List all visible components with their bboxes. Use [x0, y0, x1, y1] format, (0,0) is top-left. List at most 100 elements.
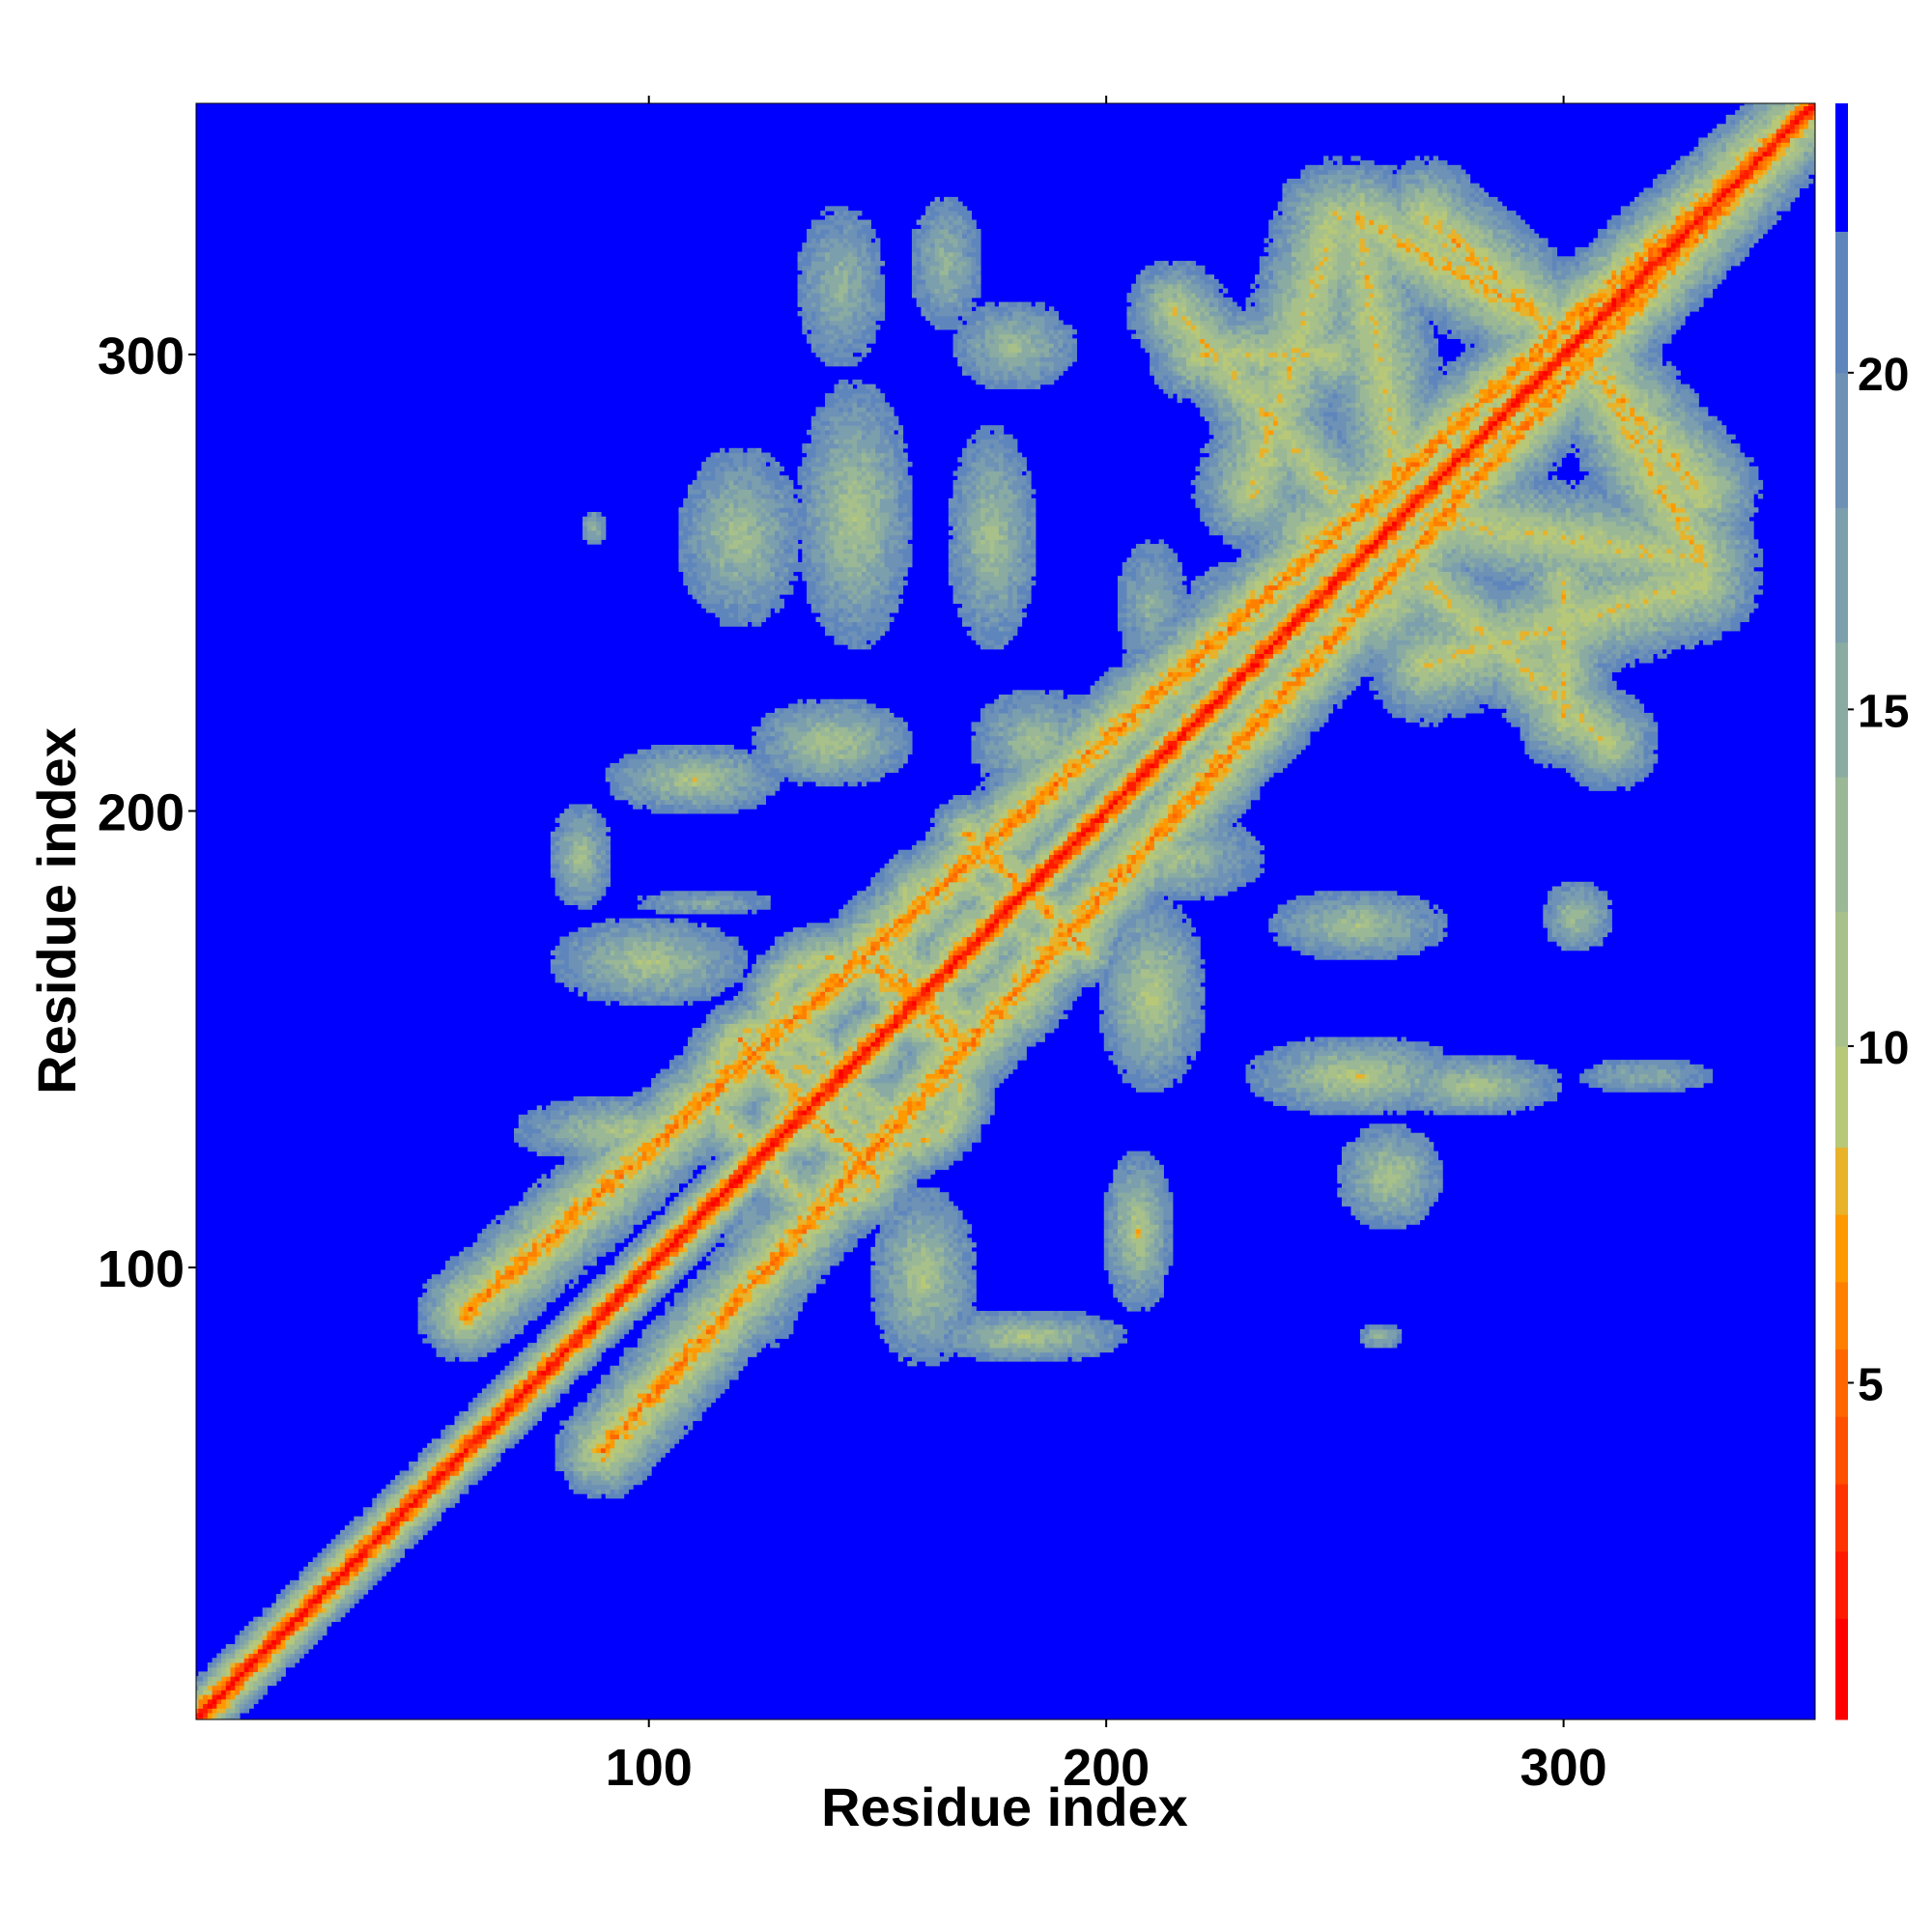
heatmap-cell — [477, 1397, 483, 1404]
heatmap-cell — [239, 1630, 245, 1636]
heatmap-cell — [586, 1324, 597, 1330]
heatmap-cell — [586, 1293, 593, 1298]
heatmap-cell — [692, 1256, 698, 1262]
heatmap-cell — [673, 1306, 689, 1312]
heatmap-cell — [641, 1438, 652, 1444]
heatmap-cell — [673, 1214, 680, 1221]
heatmap-cell — [472, 1306, 478, 1312]
heatmap-cell — [646, 1415, 652, 1422]
heatmap-cell — [509, 1415, 515, 1422]
heatmap-cell — [897, 1351, 904, 1357]
heatmap-cell — [633, 1206, 639, 1211]
heatmap-cell — [637, 1375, 643, 1380]
heatmap-cell — [728, 1306, 734, 1312]
heatmap-cell — [728, 1178, 734, 1184]
heatmap-cell — [957, 1311, 963, 1317]
heatmap-cell — [531, 1206, 538, 1211]
heatmap-cell — [477, 1406, 483, 1412]
heatmap-cell — [852, 1174, 858, 1179]
heatmap-cell — [633, 1393, 639, 1399]
heatmap-cell — [683, 1251, 689, 1257]
heatmap-cell — [399, 1497, 406, 1504]
heatmap-cell — [523, 1288, 528, 1293]
heatmap-cell — [586, 1434, 597, 1439]
heatmap-cell — [298, 1584, 304, 1590]
heatmap-cell — [586, 1397, 593, 1404]
heatmap-cell — [445, 1443, 451, 1449]
heatmap-cell — [952, 1242, 958, 1248]
heatmap-cell — [243, 1676, 250, 1682]
heatmap-cell — [916, 1338, 931, 1344]
heatmap-cell — [1076, 1356, 1082, 1362]
heatmap-cell — [449, 1452, 456, 1458]
heatmap-cell — [335, 1576, 341, 1581]
heatmap-cell — [610, 1288, 615, 1293]
heatmap-cell — [623, 1324, 634, 1330]
heatmap-cell — [271, 1630, 277, 1636]
heatmap-cell — [523, 1411, 528, 1417]
heatmap-cell — [705, 1370, 716, 1376]
heatmap-cell — [952, 1269, 958, 1275]
heatmap-cell — [568, 1214, 575, 1221]
heatmap-cell — [427, 1457, 438, 1463]
heatmap-cell — [665, 1206, 670, 1211]
heatmap-cell — [641, 1370, 652, 1376]
heatmap-cell — [586, 1256, 593, 1262]
heatmap-cell — [724, 1288, 730, 1293]
heatmap-cell — [1131, 1219, 1137, 1225]
heatmap-cell — [894, 1278, 904, 1285]
heatmap-cell — [1382, 1210, 1393, 1216]
heatmap-cell — [531, 1224, 538, 1230]
heatmap-cell — [468, 1269, 483, 1275]
heatmap-cell — [637, 1301, 643, 1307]
heatmap-cell — [559, 1283, 565, 1289]
heatmap-cell — [1122, 1256, 1128, 1262]
heatmap-cell — [427, 1479, 433, 1486]
heatmap-cell — [225, 1666, 232, 1672]
heatmap-cell — [417, 1452, 423, 1458]
heatmap-cell — [633, 1429, 652, 1435]
heatmap-cell — [651, 1296, 662, 1303]
heatmap-cell — [1094, 1351, 1100, 1357]
heatmap-cell — [1150, 1293, 1164, 1298]
heatmap-cell — [431, 1502, 438, 1508]
heatmap-cell — [687, 1397, 694, 1404]
heatmap-cell — [1135, 1196, 1146, 1203]
heatmap-cell — [596, 1214, 611, 1221]
heatmap-cell — [760, 1182, 771, 1189]
heatmap-cell — [944, 1256, 950, 1262]
heatmap-cell — [929, 1224, 936, 1230]
heatmap-cell — [705, 1196, 712, 1203]
heatmap-cell — [1118, 1214, 1123, 1221]
heatmap-cell — [834, 1237, 839, 1243]
heatmap-cell — [765, 1242, 771, 1248]
heatmap-cell — [605, 1402, 615, 1407]
heatmap-cell — [235, 1694, 241, 1700]
heatmap-cell — [417, 1470, 423, 1476]
heatmap-cell — [783, 1283, 789, 1289]
heatmap-cell — [541, 1406, 547, 1412]
heatmap-cell — [1387, 1187, 1398, 1193]
heatmap-cell — [362, 1552, 369, 1558]
heatmap-cell — [546, 1293, 552, 1298]
heatmap-cell — [303, 1639, 309, 1645]
heatmap-cell — [1113, 1261, 1123, 1266]
heatmap-cell — [221, 1658, 227, 1663]
heatmap-cell — [459, 1447, 465, 1454]
heatmap-cell — [472, 1246, 488, 1253]
heatmap-cell — [802, 1269, 808, 1275]
heatmap-cell — [499, 1228, 510, 1235]
heatmap-cell — [477, 1311, 483, 1317]
heatmap-cell — [879, 1233, 886, 1238]
heatmap-cell — [546, 1274, 556, 1280]
heatmap-cell — [344, 1534, 351, 1540]
heatmap-cell — [720, 1169, 725, 1175]
heatmap-cell — [1359, 1164, 1379, 1171]
heatmap-cell — [760, 1274, 767, 1280]
heatmap-cell — [696, 1214, 702, 1221]
heatmap-cell — [696, 1274, 707, 1280]
heatmap-cell — [738, 1237, 744, 1243]
heatmap-cell — [362, 1520, 369, 1526]
heatmap-cell — [605, 1489, 611, 1494]
heatmap-cell — [605, 1283, 615, 1289]
